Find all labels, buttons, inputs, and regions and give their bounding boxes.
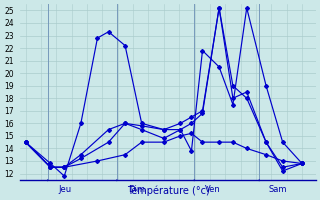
- Text: Sam: Sam: [269, 185, 287, 194]
- Text: Dim: Dim: [128, 185, 145, 194]
- Text: Ven: Ven: [205, 185, 221, 194]
- X-axis label: Température (°c): Température (°c): [127, 185, 209, 196]
- Text: Jeu: Jeu: [59, 185, 72, 194]
